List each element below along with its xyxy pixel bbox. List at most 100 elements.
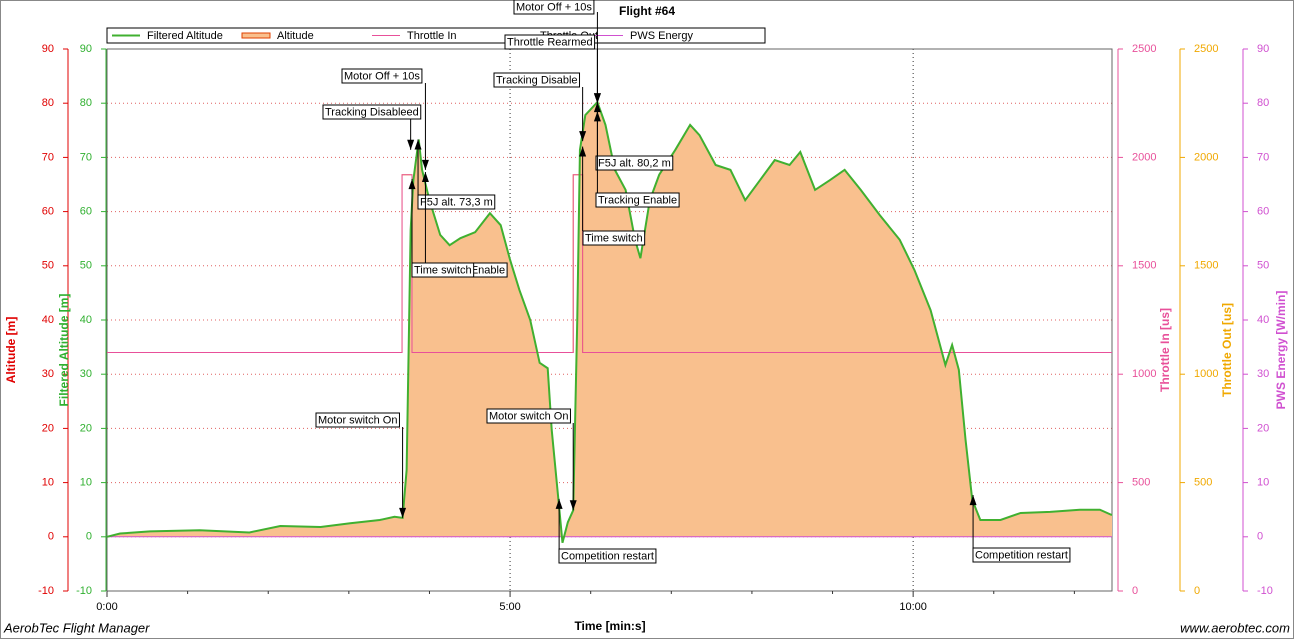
x-axis-title: Time [min:s]	[574, 619, 645, 633]
y-axis-title: Throttle Out [us]	[1220, 303, 1234, 397]
annotation-box	[493, 72, 581, 88]
y-tick-label: 2000	[1194, 151, 1218, 163]
y-tick-label: 70	[42, 151, 54, 163]
x-tick-label: 0:00	[96, 601, 117, 613]
annotation-arrow	[593, 111, 601, 122]
altitude-area	[107, 102, 1112, 543]
y-tick-label: 20	[80, 422, 92, 434]
annotation-box	[315, 412, 400, 428]
y-tick-label: 30	[42, 368, 54, 380]
y-tick-label: 80	[1257, 97, 1269, 109]
annotation-box	[595, 155, 674, 171]
annotation-label: Time switch	[414, 264, 472, 276]
annotation-label: Competition restart	[975, 549, 1068, 561]
y-tick-label: 500	[1132, 477, 1150, 489]
annotation-arrow	[593, 102, 601, 113]
series-line	[107, 174, 1112, 354]
annotation-box	[486, 408, 571, 424]
y-tick-label: 2500	[1132, 43, 1156, 55]
annotation-box	[504, 34, 596, 50]
y-tick-label: 1500	[1194, 260, 1218, 272]
annotation-label: Motor switch On	[318, 414, 397, 426]
y-tick-label: 0	[1194, 585, 1200, 597]
y-tick-label: 90	[42, 43, 54, 55]
annotation-box	[595, 192, 680, 208]
y-tick-label: 50	[80, 260, 92, 272]
y-tick-label: 80	[42, 97, 54, 109]
annotation-arrow	[408, 179, 416, 190]
y-tick-label: 0	[1257, 531, 1263, 543]
y-tick-label: 30	[80, 368, 92, 380]
annotation-label: Tracking Disable	[496, 74, 578, 86]
legend-label: PWS Energy	[630, 30, 693, 42]
annotation-label: Throttle Rearmed	[507, 36, 593, 48]
y-tick-label: -10	[76, 585, 92, 597]
x-tick-label: 10:00	[899, 601, 927, 613]
chart-title: Flight #64	[619, 4, 675, 18]
annotation-box	[417, 194, 496, 210]
y-tick-label: 40	[42, 314, 54, 326]
y-tick-label: 10	[1257, 477, 1269, 489]
y-tick-label: -10	[1257, 585, 1273, 597]
y-tick-label: -10	[38, 585, 54, 597]
y-tick-label: 1500	[1132, 260, 1156, 272]
y-tick-label: 20	[42, 422, 54, 434]
annotation-label: Motor Off + 10s	[516, 1, 592, 13]
legend-label: Throttle In	[407, 30, 457, 42]
y-tick-label: 0	[1132, 585, 1138, 597]
annotation-box	[411, 262, 475, 278]
legend-box	[106, 27, 766, 44]
y-tick-label: 1000	[1132, 368, 1156, 380]
y-tick-label: 70	[1257, 151, 1269, 163]
y-tick-label: 90	[1257, 43, 1269, 55]
y-tick-label: 500	[1194, 477, 1212, 489]
y-tick-label: 70	[80, 151, 92, 163]
annotation-label: Tracking Disableed	[325, 106, 419, 118]
y-tick-label: 20	[1257, 422, 1269, 434]
y-axis-title: Filtered Altitude [m]	[57, 294, 71, 407]
y-tick-label: 60	[1257, 206, 1269, 218]
y-tick-label: 0	[48, 531, 54, 543]
legend-label: Filtered Altitude	[147, 30, 223, 42]
y-tick-label: 30	[1257, 368, 1269, 380]
annotation-arrow	[579, 146, 587, 157]
y-tick-label: 10	[80, 477, 92, 489]
y-tick-label: 50	[1257, 260, 1269, 272]
annotation-label: Competition restart	[561, 550, 654, 562]
annotation-box	[558, 548, 657, 564]
plot-border	[106, 48, 1113, 592]
annotation-box	[513, 0, 595, 15]
annotation-arrow	[421, 172, 429, 183]
x-tick-label: 5:00	[499, 601, 520, 613]
series-line	[106, 100, 1113, 544]
y-tick-label: 2500	[1194, 43, 1218, 55]
legend-label: Altitude	[277, 30, 314, 42]
footer-right: www.aerobtec.com	[1180, 620, 1290, 635]
annotation-box	[582, 230, 646, 246]
annotation-label: Tracking Enable	[598, 194, 677, 206]
annotation-arrow	[414, 139, 422, 150]
annotation-arrow	[399, 507, 407, 518]
annotation-arrow	[593, 93, 601, 104]
annotation-label: F5J alt. 73,3 m	[420, 196, 493, 208]
annotation-label: Motor switch On	[489, 410, 568, 422]
y-tick-label: 60	[80, 206, 92, 218]
annotation-arrow	[555, 498, 563, 509]
y-tick-label: 50	[42, 260, 54, 272]
y-tick-label: 60	[42, 206, 54, 218]
annotation-box	[341, 68, 423, 84]
y-tick-label: 90	[80, 43, 92, 55]
annotation-label: Motor Off + 10s	[344, 70, 420, 82]
annotation-arrow	[969, 495, 977, 506]
y-tick-label: 1000	[1194, 368, 1218, 380]
y-tick-label: 40	[80, 314, 92, 326]
y-tick-label: 0	[86, 531, 92, 543]
y-tick-label: 2000	[1132, 151, 1156, 163]
y-axis-title: Throttle In [us]	[1158, 308, 1172, 392]
annotation-arrow	[579, 131, 587, 142]
y-axis-title: Altitude [m]	[4, 317, 18, 384]
annotation-box	[972, 547, 1071, 563]
annotation-label: F5J alt. 80,2 m	[598, 157, 671, 169]
y-tick-label: 40	[1257, 314, 1269, 326]
